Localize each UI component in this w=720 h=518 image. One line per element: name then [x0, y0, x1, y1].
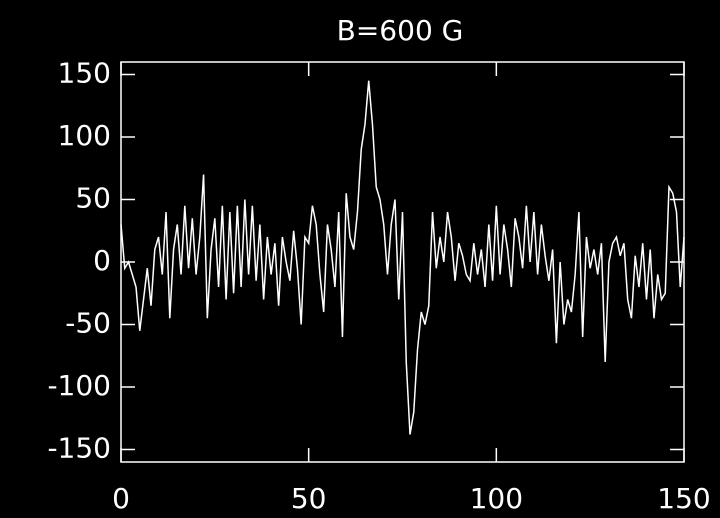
data-line	[120, 80, 685, 435]
x-tick-label: 150	[657, 482, 710, 515]
y-tick-label: 100	[58, 119, 111, 152]
x-tick-label: 50	[291, 482, 327, 515]
y-tick-label: 0	[93, 244, 111, 277]
y-tick-label: 50	[75, 182, 111, 215]
y-tick-label: -50	[65, 307, 111, 340]
y-tick-label: -100	[47, 369, 111, 402]
chart-title: B=600 G	[337, 14, 464, 47]
y-tick-label: -150	[47, 432, 111, 465]
y-tick-label: 150	[58, 57, 111, 90]
x-tick-label: 0	[112, 482, 130, 515]
x-tick-label: 100	[470, 482, 523, 515]
